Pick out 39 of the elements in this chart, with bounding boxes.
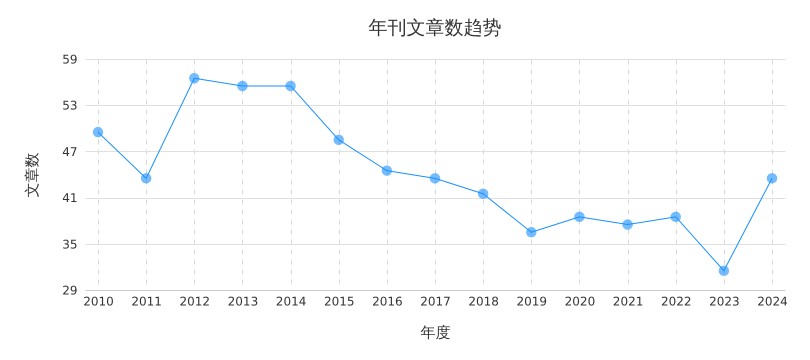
x-tick-label: 2020: [564, 294, 596, 308]
point: [622, 219, 633, 230]
point: [574, 212, 585, 222]
point: [237, 80, 248, 92]
y-axis-title: 文章数: [23, 152, 42, 198]
y-tick-label: 53: [62, 98, 78, 113]
x-axis-title: 年度: [420, 324, 450, 342]
x-tick-label: 2012: [180, 294, 210, 308]
y-tick-label: 41: [62, 191, 78, 206]
x-tick-label: 2011: [131, 294, 162, 308]
y-tick-label: 59: [62, 52, 78, 66]
point: [92, 126, 104, 138]
point: [140, 173, 152, 184]
x-tick-label: 2017: [420, 294, 451, 308]
point: [430, 173, 440, 184]
x-tick-label: 2024: [757, 294, 788, 308]
x-tick-label: 2022: [660, 294, 692, 308]
x-tick-label: 2014: [276, 294, 306, 308]
x-tick-label: 2016: [372, 294, 403, 308]
x-tick-label: 2021: [612, 294, 644, 308]
point: [670, 212, 681, 222]
chart-title: 年刊文章数趋势: [368, 17, 502, 39]
point: [189, 73, 200, 84]
x-tick-label: 2023: [709, 294, 740, 308]
point: [718, 266, 730, 276]
point: [526, 227, 537, 238]
y-tick-label: 29: [62, 284, 78, 298]
y-tick-label: 47: [62, 144, 78, 159]
point: [333, 134, 344, 146]
x-tick-label: 2015: [324, 294, 354, 308]
point: [285, 80, 296, 92]
point: [382, 165, 392, 176]
point: [766, 173, 778, 184]
point: [478, 188, 488, 199]
x-tick-label: 2018: [468, 294, 499, 308]
y-tick-label: 35: [62, 237, 78, 252]
x-tick-label: 2010: [83, 294, 114, 308]
x-tick-label: 2013: [228, 294, 258, 308]
x-tick-label: 2019: [516, 294, 548, 308]
